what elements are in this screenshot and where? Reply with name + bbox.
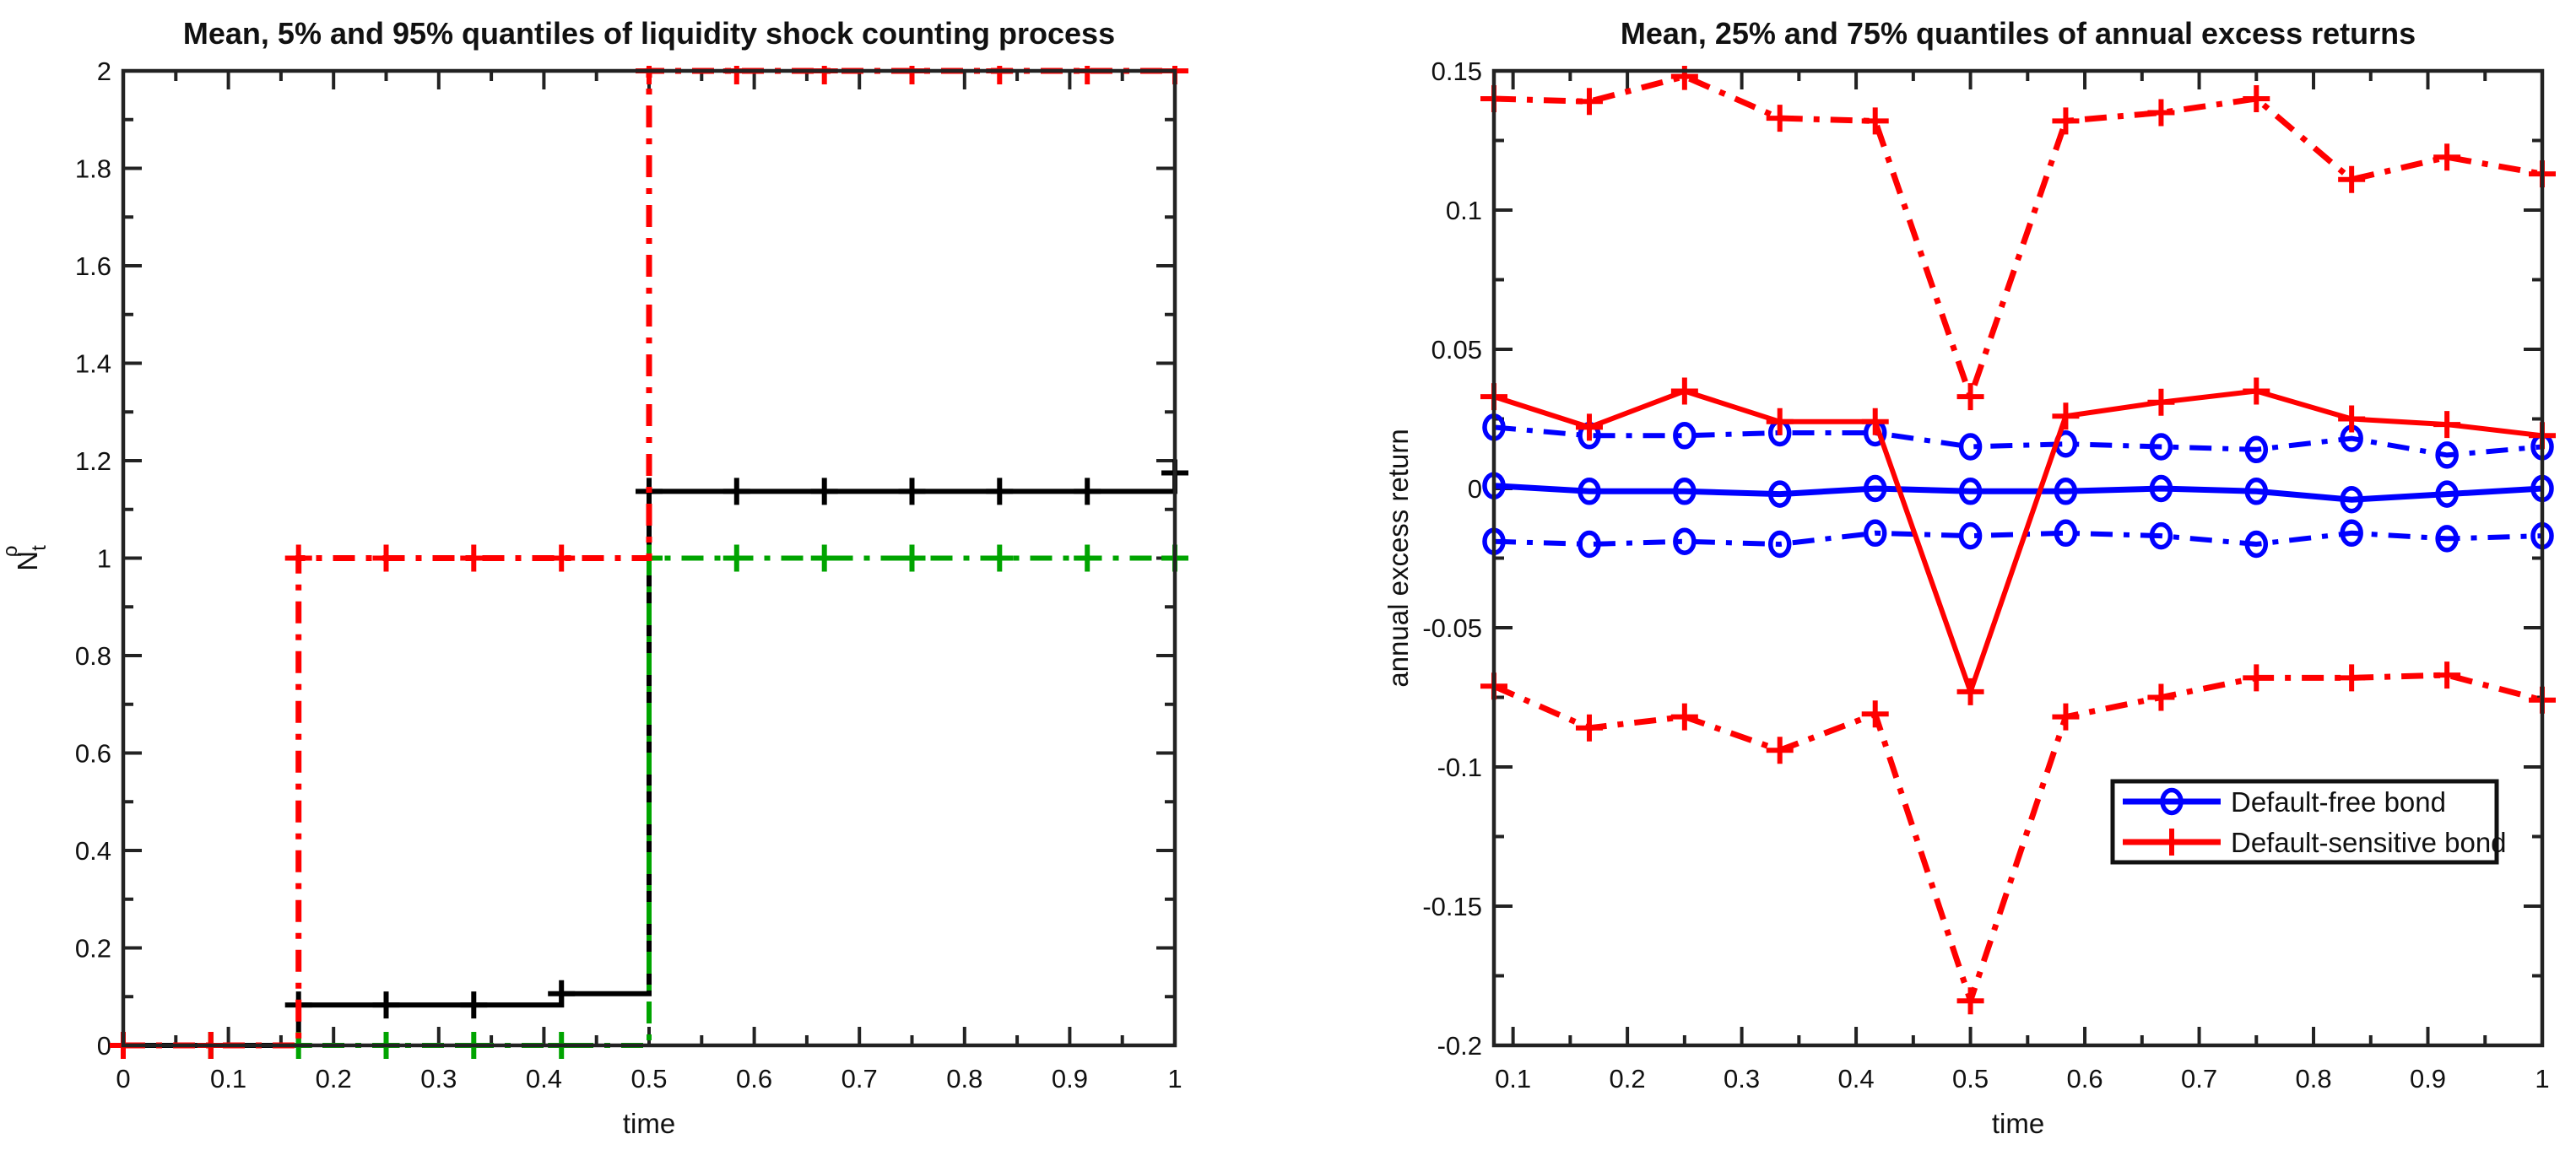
- x-axis-label: time: [623, 1108, 675, 1139]
- series-df-mean-line: [1493, 483, 2543, 503]
- svg-text:0.9: 0.9: [1052, 1064, 1088, 1093]
- svg-text:0.4: 0.4: [526, 1064, 562, 1093]
- svg-text:0.6: 0.6: [2067, 1064, 2103, 1093]
- svg-text:0.5: 0.5: [1952, 1064, 1989, 1093]
- svg-text:-0.1: -0.1: [1437, 753, 1482, 782]
- svg-text:0.4: 0.4: [1838, 1064, 1875, 1093]
- svg-text:Default-sensitive bond: Default-sensitive bond: [2231, 827, 2507, 858]
- svg-text:0.7: 0.7: [842, 1064, 878, 1093]
- svg-text:0.9: 0.9: [2410, 1064, 2446, 1093]
- svg-text:-0.05: -0.05: [1422, 613, 1482, 643]
- legend: Default-free bond Default-sensitive bond: [2110, 779, 2507, 865]
- svg-text:1.6: 1.6: [75, 251, 111, 281]
- svg-text:1.8: 1.8: [75, 154, 111, 184]
- svg-text:0.8: 0.8: [2295, 1064, 2331, 1093]
- series-ds-q25-line: [1492, 672, 2543, 1011]
- svg-text:-0.15: -0.15: [1422, 892, 1482, 921]
- series-group: [110, 66, 1188, 1059]
- series-ds-q75-markers: [1480, 66, 2556, 411]
- series-df-q25-line: [1493, 530, 2543, 548]
- svg-text:0.2: 0.2: [1610, 1064, 1646, 1093]
- series-group: [1480, 66, 2556, 1015]
- right-chart: 0.1 0.2 0.3 0.4 0.5 0.6 0.7 0.8 0.9 1-0.2-0.15-0.…: [1383, 16, 2556, 1139]
- x-tick-labels: 0.1 0.2 0.3 0.4 0.5 0.6 0.7 0.8 0.9 1: [1495, 1064, 2550, 1093]
- svg-text:Default-free bond: Default-free bond: [2231, 786, 2446, 818]
- svg-text:0.8: 0.8: [946, 1064, 982, 1093]
- svg-text:0.8: 0.8: [75, 641, 111, 671]
- svg-text:0: 0: [97, 1031, 111, 1061]
- svg-text:0.6: 0.6: [75, 739, 111, 769]
- svg-text:0.2: 0.2: [75, 934, 111, 964]
- svg-text:0.1: 0.1: [1495, 1064, 1531, 1093]
- x-axis-label: time: [1992, 1108, 2044, 1139]
- legend-entry-default-sensitive: Default-sensitive bond: [2123, 827, 2507, 858]
- axes-frame: [121, 68, 1177, 1048]
- svg-text:0.6: 0.6: [736, 1064, 772, 1093]
- svg-text:0.5: 0.5: [630, 1064, 667, 1093]
- svg-text:0: 0: [116, 1064, 130, 1093]
- svg-text:1.4: 1.4: [75, 349, 111, 379]
- svg-text:0.15: 0.15: [1431, 57, 1482, 86]
- svg-text:0.05: 0.05: [1431, 335, 1482, 364]
- svg-text:0.1: 0.1: [1446, 196, 1482, 225]
- series-ds-mean-markers: [1480, 377, 2556, 705]
- svg-text:1: 1: [1167, 1064, 1182, 1093]
- y-axis-label: Ntρ: [0, 545, 51, 571]
- svg-text:0: 0: [1468, 474, 1482, 504]
- svg-text:0.1: 0.1: [210, 1064, 246, 1093]
- legend-entry-default-free: Default-free bond: [2123, 786, 2446, 818]
- left-chart: 0 0.1 0.2 0.3 0.4 0.5 0.6 0.7 0.8 0.9 100.20.40.60…: [0, 16, 1188, 1139]
- y-axis-label: annual excess return: [1383, 429, 1414, 687]
- y-tick-labels: -0.2 -0.15 -0.1 -0.05 0 0.05 0.1 0.15: [1422, 57, 1482, 1061]
- chart-title: Mean, 25% and 75% quantiles of annual ex…: [1621, 16, 2416, 51]
- svg-text:0.2: 0.2: [316, 1064, 352, 1093]
- svg-text:-0.2: -0.2: [1437, 1031, 1482, 1061]
- series-df-q75-line: [1493, 424, 2543, 458]
- svg-text:0.4: 0.4: [75, 836, 111, 866]
- chart-title: Mean, 5% and 95% quantiles of liquidity …: [183, 16, 1115, 51]
- svg-text:0.3: 0.3: [1724, 1064, 1760, 1093]
- svg-text:1: 1: [2535, 1064, 2549, 1093]
- series-ds-mean-line: [1493, 388, 2543, 700]
- svg-text:0.3: 0.3: [420, 1064, 457, 1093]
- axes-frame: [1491, 68, 2545, 1048]
- series-ds-q75-line: [1493, 73, 2543, 406]
- series-q05-line: [123, 555, 1175, 1048]
- series-q95-line: [123, 67, 1175, 1049]
- svg-text:2: 2: [97, 57, 111, 86]
- x-tick-labels: 0 0.1 0.2 0.3 0.4 0.5 0.6 0.7 0.8 0.9 1: [116, 1064, 1182, 1093]
- y-tick-labels: 0 0.2 0.4 0.6 0.8 1 1.2 1.4 1.6 1.8 2: [75, 57, 111, 1061]
- svg-text:1: 1: [97, 544, 111, 574]
- svg-text:1.2: 1.2: [75, 446, 111, 476]
- series-df-q25-markers: [1482, 519, 2554, 559]
- svg-text:0.7: 0.7: [2181, 1064, 2217, 1093]
